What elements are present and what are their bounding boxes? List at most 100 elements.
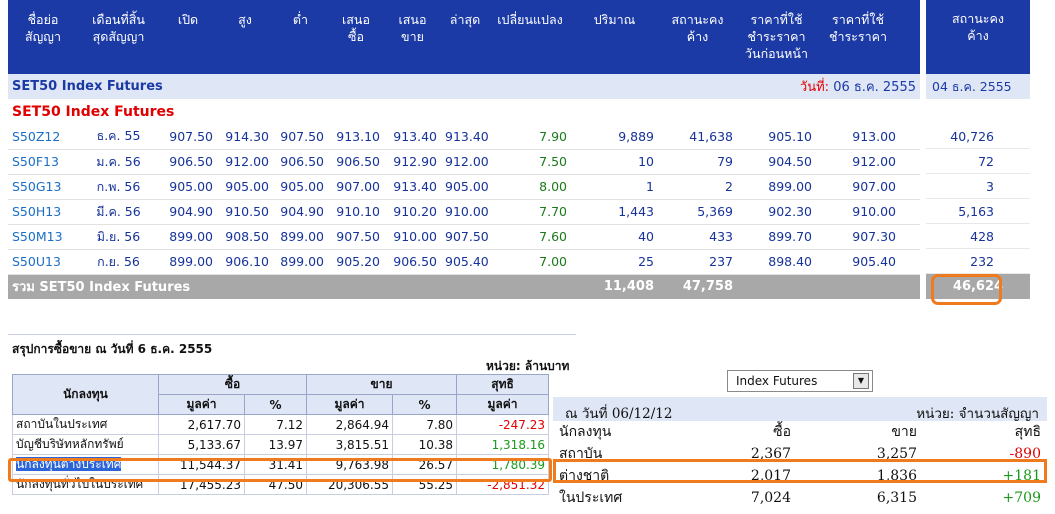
futures-row: S50H13 มี.ค. 56 904.90 910.50 904.90 910.10 91…	[8, 199, 920, 225]
futures-cell-last: 905.00	[441, 174, 489, 200]
futures-header-row: ชื่อย่อ สัญญา เดือนที่สิ้น สุดสัญญา เปิด สู…	[8, 0, 920, 74]
futures-cell-month: ก.ย. 56	[78, 249, 159, 275]
total-oi: 47,758	[658, 274, 737, 299]
futures-cell-month: ก.พ. 56	[78, 174, 159, 200]
product-select[interactable]: Index Futures ▼	[727, 370, 873, 392]
futures-cell-oi: 5,369	[658, 199, 737, 225]
contract-symbol-link[interactable]: S50H13	[8, 199, 78, 225]
futures-cell-volume: 10	[571, 149, 658, 175]
futures-cell-volume: 40	[571, 224, 658, 250]
futures-cell-volume: 25	[571, 249, 658, 275]
futures-row: S50F13 ม.ค. 56 906.50 912.00 906.50 906.50 912…	[8, 149, 920, 175]
futures-cell-prev-settle: 905.10	[737, 124, 816, 150]
futures-cell-oi: 237	[658, 249, 737, 275]
futures-cell-settle: 905.40	[816, 249, 900, 275]
futures-cell-prev-settle: 899.70	[737, 224, 816, 250]
futures-cell-spacer	[900, 199, 920, 225]
investor-row: สถาบันในประเทศ 2,617.70 7.12 2,864.94 7.80 -2…	[12, 414, 550, 435]
product-select-value: Index Futures	[736, 374, 818, 388]
futures-col-header: ชื่อย่อ สัญญา	[8, 0, 78, 74]
futures-cell-ask: 910.20	[384, 199, 441, 225]
futures-col-header: ปริมาณ	[571, 0, 658, 74]
total-label: รวม SET50 Index Futures	[8, 274, 489, 299]
futures-cell-oi: 79	[658, 149, 737, 175]
futures-cell-bid: 907.50	[328, 224, 384, 250]
futures-cell-spacer	[900, 124, 920, 150]
futures-col-spacer	[900, 0, 920, 74]
futures-cell-high: 906.10	[217, 249, 273, 275]
prev-oi-column: สถานะคง ค้าง 04 ธ.ค. 2555 40,726 72 3 5,163…	[926, 0, 1030, 299]
prev-oi-date: 04 ธ.ค. 2555	[926, 74, 1030, 99]
prev-oi-cell: 428	[926, 224, 1030, 249]
prev-oi-spacer	[926, 99, 1030, 124]
futures-cell-volume: 1,443	[571, 199, 658, 225]
futures-row: S50G13 ก.พ. 56 905.00 905.00 905.00 907.00 913…	[8, 174, 920, 200]
contract-unit: หน่วย: จำนวนสัญญา	[916, 406, 1039, 422]
contract-symbol-link[interactable]: S50G13	[8, 174, 78, 200]
contract-symbol-link[interactable]: S50Z12	[8, 124, 78, 150]
futures-cell-last: 912.00	[441, 149, 489, 175]
futures-band-row: SET50 Index Futures วันที่: 06 ธ.ค. 2555	[8, 74, 920, 99]
contract-investor: ในประเทศ	[559, 490, 623, 506]
date-label: วันที่:	[799, 80, 830, 95]
futures-cell-high: 914.30	[217, 124, 273, 150]
futures-cell-prev-settle: 904.50	[737, 149, 816, 175]
futures-col-header: เปิด	[159, 0, 217, 74]
contract-buy: 2,367	[750, 446, 791, 462]
net-value: -247.23	[456, 414, 550, 435]
futures-cell-change: 7.50	[489, 149, 571, 175]
futures-cell-prev-settle: 899.00	[737, 174, 816, 200]
col-sell-value: มูลค่า	[306, 394, 394, 415]
total-empty	[737, 274, 920, 299]
futures-cell-bid: 907.00	[328, 174, 384, 200]
col-buy-pct: %	[243, 394, 308, 415]
futures-col-header: ล่าสุด	[441, 0, 489, 74]
futures-cell-open: 904.90	[159, 199, 217, 225]
investor-name-text: สถาบันในประเทศ	[16, 417, 108, 431]
sell-pct: 7.80	[392, 414, 458, 435]
band-date: วันที่: 06 ธ.ค. 2555	[384, 74, 920, 99]
futures-table: ชื่อย่อ สัญญา เดือนที่สิ้น สุดสัญญา เปิด สู…	[8, 0, 920, 299]
futures-col-header: เสนอ ซื้อ	[328, 0, 384, 74]
sell-value: 3,815.51	[306, 434, 394, 455]
futures-col-header: ราคาที่ใช้ ชำระราคา วันก่อนหน้า	[737, 0, 816, 74]
band-title: SET50 Index Futures	[8, 74, 384, 99]
highlight-oi-total	[931, 274, 1002, 305]
futures-cell-month: ม.ค. 56	[78, 149, 159, 175]
contract-net: -890	[1009, 446, 1041, 462]
contract-buy: 7,024	[750, 490, 791, 506]
futures-cell-change: 7.90	[489, 124, 571, 150]
futures-cell-open: 899.00	[159, 224, 217, 250]
futures-col-header: สถานะคง ค้าง	[658, 0, 737, 74]
futures-cell-ask: 912.90	[384, 149, 441, 175]
rcol-sell: ขาย	[891, 424, 917, 440]
futures-cell-settle: 913.00	[816, 124, 900, 150]
prev-oi-cell: 232	[926, 249, 1030, 274]
futures-cell-spacer	[900, 249, 920, 275]
futures-col-header: ต่ำ	[273, 0, 328, 74]
investor-row: บัญชีบริษัทหลักทรัพย์ 5,133.67 13.97 3,815.…	[12, 434, 550, 455]
futures-cell-change: 8.00	[489, 174, 571, 200]
futures-cell-bid: 906.50	[328, 149, 384, 175]
summary-divider	[8, 334, 576, 335]
investor-value-table: นักลงทุน ซื้อ ขาย สุทธิ มูลค่า % มูลค่า …	[12, 374, 550, 495]
futures-cell-spacer	[900, 224, 920, 250]
futures-cell-spacer	[900, 174, 920, 200]
prev-oi-header: สถานะคง ค้าง	[926, 0, 1030, 74]
futures-col-header: สูง	[217, 0, 273, 74]
contract-investor: สถาบัน	[559, 446, 603, 462]
col-sell-pct: %	[392, 394, 458, 415]
rcol-net: สุทธิ	[1014, 424, 1041, 440]
contract-symbol-link[interactable]: S50F13	[8, 149, 78, 175]
buy-value: 2,617.70	[158, 414, 245, 435]
futures-cell-oi: 433	[658, 224, 737, 250]
chevron-down-icon[interactable]: ▼	[853, 373, 869, 389]
summary-unit: หน่วย: ล้านบาท	[486, 359, 570, 371]
highlight-foreign-row-right	[553, 459, 1047, 483]
total-change-empty	[489, 274, 571, 299]
contract-symbol-link[interactable]: S50M13	[8, 224, 78, 250]
futures-cell-last: 905.40	[441, 249, 489, 275]
futures-cell-settle: 910.00	[816, 199, 900, 225]
futures-cell-prev-settle: 902.30	[737, 199, 816, 225]
contract-symbol-link[interactable]: S50U13	[8, 249, 78, 275]
